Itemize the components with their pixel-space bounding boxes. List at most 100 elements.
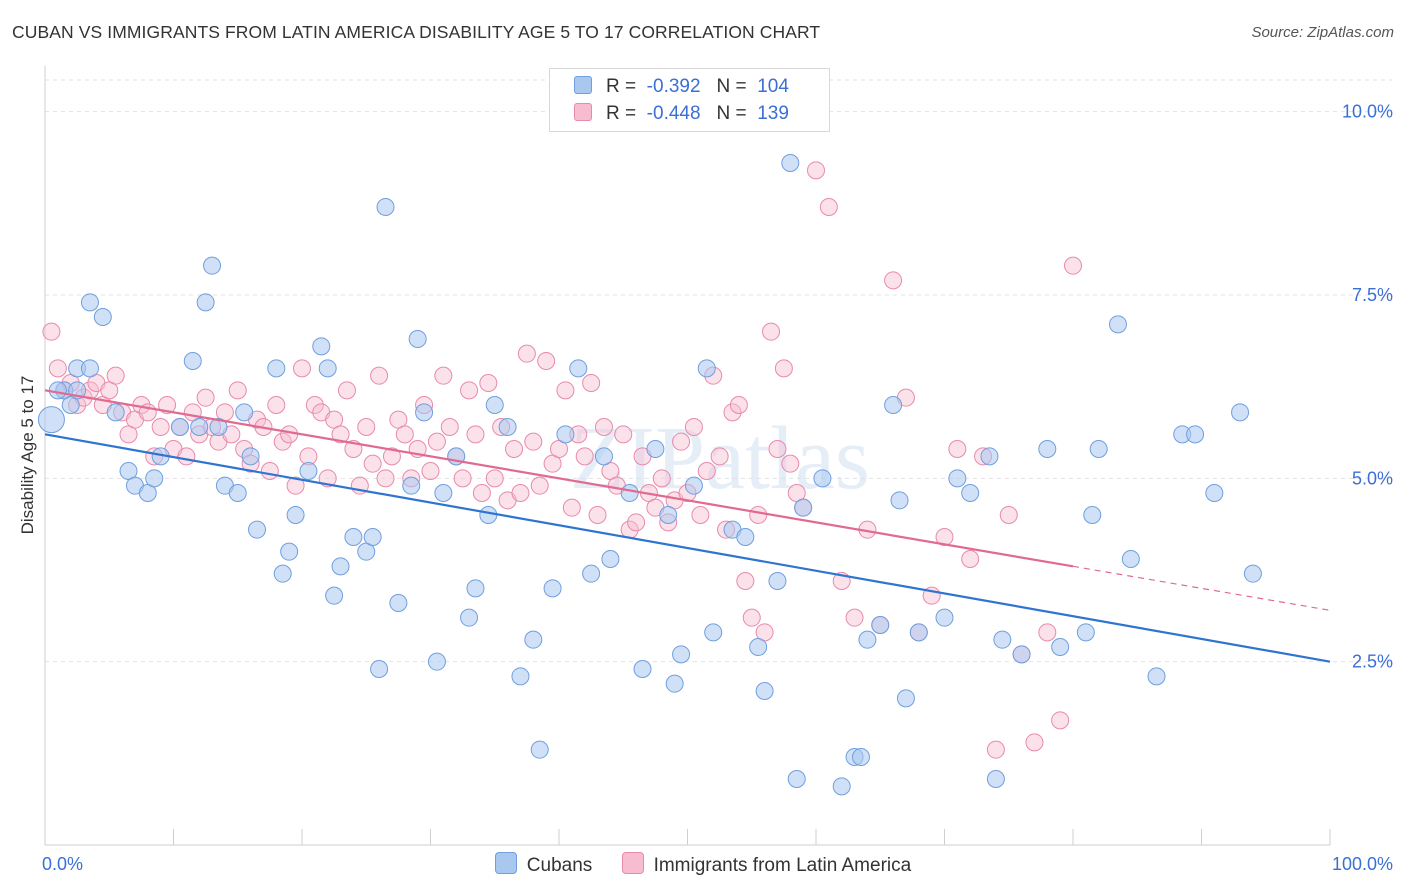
blue-swatch	[494, 852, 517, 874]
point-immigrants	[273, 432, 292, 451]
point-immigrants	[267, 396, 286, 414]
point-cubans	[370, 660, 389, 678]
point-cubans	[312, 337, 331, 356]
point-immigrants	[845, 608, 864, 627]
point-immigrants	[1051, 711, 1070, 730]
point-immigrants	[961, 550, 980, 568]
point-immigrants	[453, 469, 472, 488]
axes	[44, 66, 1331, 846]
point-immigrants	[106, 366, 125, 385]
point-immigrants	[331, 425, 350, 444]
point-cubans	[749, 638, 768, 656]
point-cubans	[48, 381, 67, 400]
point-immigrants	[357, 418, 376, 436]
point-cubans	[325, 586, 344, 605]
point-cubans	[890, 491, 909, 510]
point-immigrants	[382, 447, 401, 466]
point-immigrants	[1025, 733, 1044, 752]
blue-swatch	[574, 76, 592, 94]
point-immigrants	[1064, 256, 1082, 275]
point-immigrants	[337, 381, 356, 400]
point-cubans	[1083, 506, 1102, 524]
point-immigrants	[723, 403, 742, 422]
point-cubans	[363, 528, 382, 546]
point-cubans	[684, 476, 703, 495]
n-label: N =	[716, 103, 747, 124]
legend-label-cubans: Cubans	[526, 855, 593, 876]
point-cubans	[524, 630, 543, 649]
pink-swatch	[621, 852, 644, 874]
point-cubans	[1076, 623, 1095, 642]
point-immigrants	[460, 381, 479, 400]
point-cubans	[376, 198, 395, 216]
point-cubans	[286, 506, 305, 524]
x-tick-label: 100.0%	[1332, 854, 1393, 874]
point-cubans	[1231, 403, 1250, 422]
point-cubans	[209, 418, 228, 436]
legend-row-cubans: R = -0.392 N = 104	[574, 76, 789, 100]
point-cubans	[427, 652, 446, 671]
point-immigrants	[986, 740, 1005, 759]
point-immigrants	[177, 447, 196, 466]
legend-item-immigrants: Immigrants from Latin America	[621, 852, 911, 877]
point-immigrants	[556, 381, 575, 400]
point-immigrants	[472, 484, 491, 502]
point-cubans	[145, 469, 164, 488]
series-legend: Cubans Immigrants from Latin America	[0, 852, 1406, 877]
point-cubans	[781, 154, 800, 172]
point-cubans	[80, 293, 99, 312]
point-immigrants	[710, 447, 729, 466]
point-cubans	[582, 564, 601, 583]
point-immigrants	[524, 432, 543, 451]
point-immigrants	[999, 506, 1018, 524]
point-cubans	[569, 359, 588, 378]
point-cubans	[196, 293, 215, 312]
point-cubans	[1108, 315, 1127, 334]
point-immigrants	[196, 388, 215, 407]
chart-title: CUBAN VS IMMIGRANTS FROM LATIN AMERICA D…	[12, 22, 821, 42]
point-cubans	[1038, 440, 1057, 458]
point-cubans	[704, 623, 723, 642]
point-cubans	[331, 557, 350, 576]
point-cubans	[986, 770, 1005, 788]
watermark: ZIPatlas	[570, 409, 870, 508]
point-immigrants	[421, 462, 440, 480]
point-immigrants	[363, 454, 382, 473]
point-cubans	[871, 616, 890, 634]
point-cubans	[389, 594, 408, 612]
point-immigrants	[948, 440, 967, 458]
point-cubans	[1121, 550, 1140, 568]
point-immigrants	[884, 271, 903, 290]
point-cubans	[280, 542, 299, 561]
point-immigrants	[376, 469, 395, 488]
point-cubans	[170, 418, 189, 436]
tick-labels: 2.5% 5.0% 7.5% 10.0% 0.0% 100.0%	[42, 102, 1393, 874]
source-label: Source: ZipAtlas.com	[1251, 24, 1394, 41]
r-value: -0.448	[646, 103, 701, 124]
point-immigrants	[228, 381, 247, 400]
n-label: N =	[716, 76, 747, 97]
point-immigrants	[517, 344, 536, 363]
point-cubans	[980, 447, 999, 466]
point-cubans	[80, 359, 99, 378]
y-axis-label: Disability Age 5 to 17	[18, 376, 37, 535]
point-cubans	[858, 630, 877, 649]
point-cubans	[183, 352, 202, 370]
y-tick-label: 5.0%	[1352, 468, 1393, 488]
point-cubans	[646, 440, 665, 458]
series-immigrants-points	[42, 161, 1082, 759]
point-cubans	[633, 660, 652, 678]
point-immigrants	[485, 469, 504, 488]
point-immigrants	[935, 528, 954, 546]
point-immigrants	[1038, 623, 1057, 642]
point-cubans	[948, 469, 967, 488]
point-immigrants	[729, 396, 748, 414]
point-cubans	[190, 418, 209, 436]
point-immigrants	[48, 359, 67, 378]
point-immigrants	[562, 498, 581, 517]
point-cubans	[768, 572, 787, 590]
point-immigrants	[293, 359, 311, 378]
point-immigrants	[749, 506, 768, 524]
point-cubans	[935, 608, 954, 627]
point-immigrants	[819, 198, 838, 216]
